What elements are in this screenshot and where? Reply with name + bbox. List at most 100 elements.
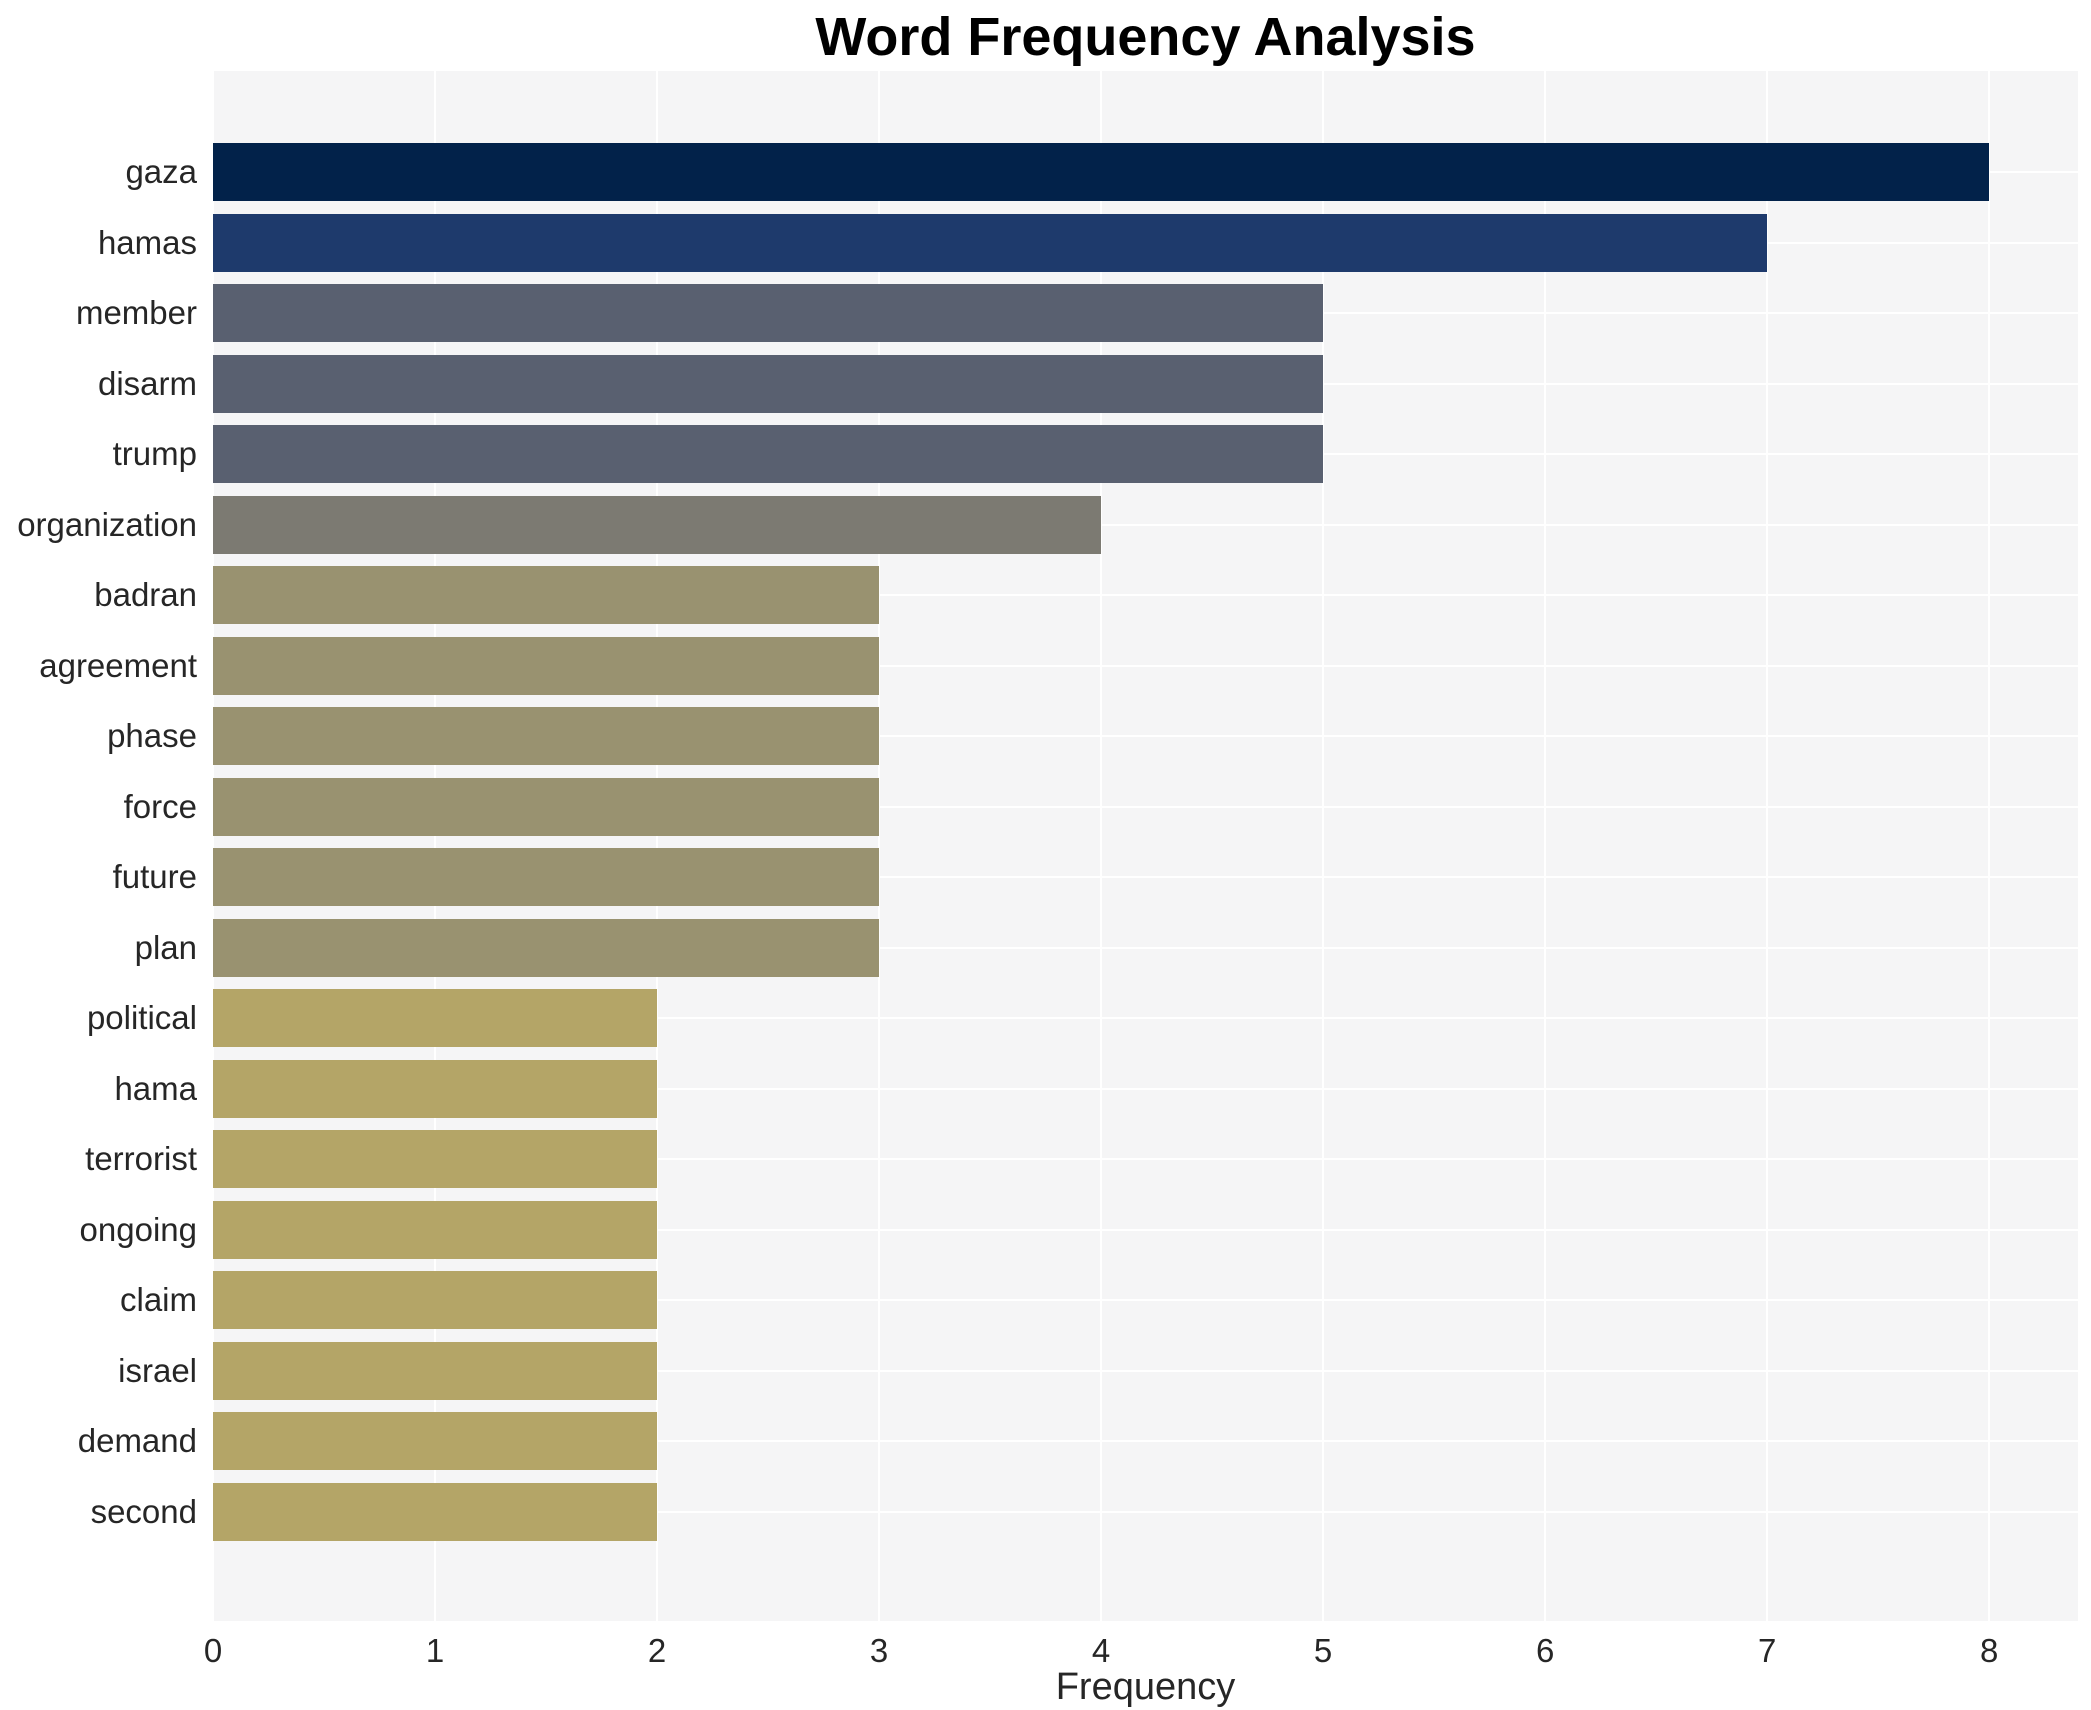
vertical-gridline: [1100, 71, 1103, 1621]
bar-track: [213, 560, 2078, 631]
y-axis-label-member: member: [75, 294, 197, 332]
bar-track: [213, 419, 2078, 490]
bar-track: [213, 631, 2078, 702]
bar-track: [213, 772, 2078, 843]
bar-demand: [213, 1412, 658, 1471]
x-tick-label: 3: [869, 1632, 889, 1669]
horizontal-gridline: [213, 1440, 2078, 1443]
horizontal-gridline: [213, 1158, 2078, 1161]
bar-track: [213, 208, 2078, 279]
x-tick-label: 5: [1313, 1632, 1333, 1669]
bar-gaza: [213, 143, 1990, 202]
chart-row-member: member: [0, 278, 2078, 349]
bar-track: [213, 1124, 2078, 1195]
bar-track: [213, 1195, 2078, 1266]
chart-row-phase: phase: [0, 701, 2078, 772]
chart-row-political: political: [0, 983, 2078, 1054]
vertical-gridline: [878, 71, 881, 1621]
x-axis-title: Frequency: [1055, 1666, 1236, 1708]
y-axis-label-second: second: [90, 1492, 197, 1530]
vertical-gridline: [1766, 71, 1769, 1621]
horizontal-gridline: [213, 876, 2078, 879]
chart-row-trump: trump: [0, 419, 2078, 490]
bar-trump: [213, 425, 1324, 484]
chart-row-demand: demand: [0, 1406, 2078, 1477]
y-axis-label-demand: demand: [77, 1422, 197, 1460]
chart-row-second: second: [0, 1477, 2078, 1548]
horizontal-gridline: [213, 1228, 2078, 1231]
bar-ongoing: [213, 1200, 658, 1259]
chart-row-agreement: agreement: [0, 631, 2078, 702]
chart-row-plan: plan: [0, 913, 2078, 984]
bar-track: [213, 490, 2078, 561]
bar-organization: [213, 495, 1102, 554]
chart-row-future: future: [0, 842, 2078, 913]
bar-phase: [213, 707, 880, 766]
bar-plan: [213, 918, 880, 977]
y-axis-label-plan: plan: [134, 928, 197, 966]
x-tick-label: 4: [1091, 1632, 1111, 1669]
horizontal-gridline: [213, 523, 2078, 526]
bar-track: [213, 349, 2078, 420]
bar-track: [213, 983, 2078, 1054]
y-axis-label-trump: trump: [112, 435, 197, 473]
bar-claim: [213, 1271, 658, 1330]
vertical-gridline: [1544, 71, 1547, 1621]
chart-row-israel: israel: [0, 1336, 2078, 1407]
chart-row-gaza: gaza: [0, 137, 2078, 208]
bar-hama: [213, 1059, 658, 1118]
bar-track: [213, 701, 2078, 772]
bar-member: [213, 284, 1324, 343]
x-axis: 0 1 2 3 4 5 6 7 8: [204, 1632, 2078, 1674]
y-axis-label-hama: hama: [114, 1069, 197, 1107]
horizontal-gridline: [213, 1299, 2078, 1302]
bar-terrorist: [213, 1130, 658, 1189]
vertical-gridline: [1322, 71, 1325, 1621]
chart-row-disarm: disarm: [0, 349, 2078, 420]
chart-rows: gaza hamas member disarm trump organization ba…: [0, 71, 2078, 1621]
x-tick-label: 0: [203, 1632, 223, 1669]
chart-row-terrorist: terrorist: [0, 1124, 2078, 1195]
bar-future: [213, 848, 880, 907]
horizontal-gridline: [213, 1510, 2078, 1513]
chart-row-hamas: hamas: [0, 208, 2078, 279]
y-axis-label-claim: claim: [119, 1281, 197, 1319]
y-axis-label-disarm: disarm: [97, 364, 197, 402]
vertical-gridline: [656, 71, 659, 1621]
bar-track: [213, 1265, 2078, 1336]
bar-israel: [213, 1341, 658, 1400]
horizontal-gridline: [213, 594, 2078, 597]
x-tick-label: 7: [1757, 1632, 1777, 1669]
bar-track: [213, 137, 2078, 208]
horizontal-gridline: [213, 1087, 2078, 1090]
bar-disarm: [213, 354, 1324, 413]
y-axis-label-terrorist: terrorist: [85, 1140, 197, 1178]
x-tick-label: 6: [1535, 1632, 1555, 1669]
bar-hamas: [213, 213, 1768, 272]
horizontal-gridline: [213, 1017, 2078, 1020]
bar-second: [213, 1482, 658, 1541]
horizontal-gridline: [213, 805, 2078, 808]
chart-title: Word Frequency Analysis: [815, 7, 1476, 67]
vertical-gridline: [213, 71, 214, 1621]
bar-force: [213, 777, 880, 836]
horizontal-gridline: [213, 664, 2078, 667]
chart-row-organization: organization: [0, 490, 2078, 561]
bar-track: [213, 913, 2078, 984]
bar-agreement: [213, 636, 880, 695]
y-axis-label-phase: phase: [107, 717, 197, 755]
bar-track: [213, 1406, 2078, 1477]
chart-row-hama: hama: [0, 1054, 2078, 1125]
y-axis-label-israel: israel: [118, 1351, 197, 1389]
bar-track: [213, 1054, 2078, 1125]
x-tick-label: 8: [1980, 1632, 1999, 1669]
chart-row-claim: claim: [0, 1265, 2078, 1336]
bar-track: [213, 1477, 2078, 1548]
horizontal-gridline: [213, 1369, 2078, 1372]
bar-badran: [213, 566, 880, 625]
bar-political: [213, 989, 658, 1048]
y-axis-label-future: future: [112, 858, 197, 896]
y-axis-label-agreement: agreement: [39, 646, 197, 684]
chart-body: gaza hamas member disarm trump organization ba…: [17, 71, 2078, 1621]
